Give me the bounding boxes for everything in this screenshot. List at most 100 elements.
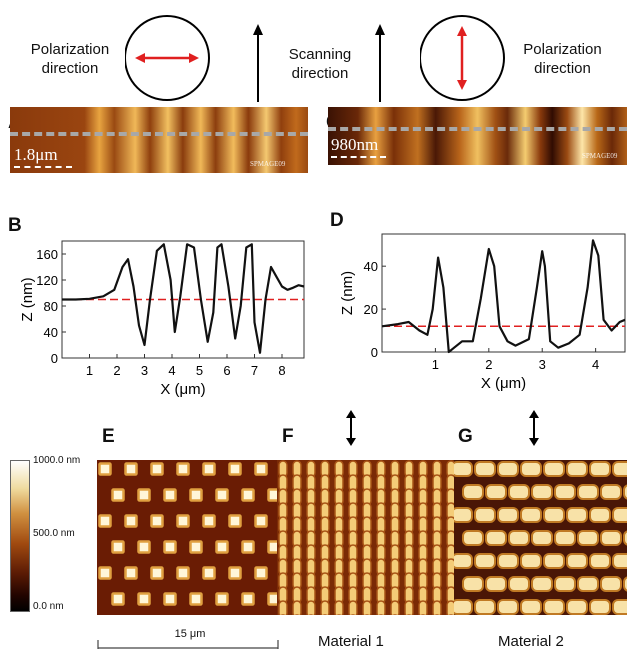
afm-feature: [589, 599, 611, 615]
x-tick-label: 1: [86, 363, 93, 378]
afm-feature: [454, 599, 473, 615]
x-axis-label: X (μm): [160, 381, 205, 398]
stamp-c: SPMAGE09: [582, 152, 618, 160]
polarization-arrow-f: [346, 410, 356, 446]
afm-feature: [376, 600, 386, 615]
afm-image-c: 980nm SPMAGE09: [328, 107, 627, 165]
x-tick-label: 6: [223, 363, 230, 378]
x-tick-label: 7: [251, 363, 258, 378]
afm-feature: [520, 599, 542, 615]
afm-feature: [543, 461, 565, 477]
afm-feature: [215, 592, 229, 606]
afm-feature: [254, 514, 268, 528]
afm-feature: [228, 566, 242, 580]
afm-feature: [462, 530, 484, 546]
x-tick-label: 2: [485, 357, 492, 372]
x-tick-label: 8: [278, 363, 285, 378]
x-axis-label: X (μm): [481, 375, 526, 392]
afm-feature: [215, 488, 229, 502]
x-tick-label: 4: [168, 363, 175, 378]
afm-feature: [241, 488, 255, 502]
y-tick-label: 160: [36, 247, 58, 262]
profile-line: [62, 243, 305, 354]
afm-feature: [362, 600, 372, 615]
afm-feature: [124, 566, 138, 580]
afm-feature: [137, 488, 151, 502]
afm-feature: [612, 599, 627, 615]
plot-frame: [381, 233, 626, 353]
afm-feature: [163, 540, 177, 554]
afm-feature: [334, 600, 344, 615]
afm-feature: [508, 484, 530, 500]
afm-feature: [454, 553, 473, 569]
afm-feature: [474, 507, 496, 523]
scale-bar-a: [14, 166, 72, 168]
y-tick-label: 120: [36, 273, 58, 288]
scale-bar-bottom: [97, 640, 279, 649]
polarization-circle-right: [420, 15, 505, 101]
scanning-arrow-right: [375, 24, 385, 102]
afm-feature: [554, 484, 576, 500]
polarization-arrow-g: [529, 410, 539, 446]
afm-feature: [163, 488, 177, 502]
afm-feature: [485, 530, 507, 546]
afm-feature: [254, 462, 268, 476]
afm-feature: [124, 462, 138, 476]
afm-feature: [404, 600, 414, 615]
scan-line-c: [328, 127, 627, 131]
afm-feature: [228, 514, 242, 528]
panel-label-f: F: [282, 426, 294, 447]
afm-feature: [98, 566, 112, 580]
afm-feature: [520, 507, 542, 523]
afm-feature: [292, 600, 302, 615]
afm-feature: [150, 514, 164, 528]
afm-feature: [348, 600, 358, 615]
afm-feature: [98, 514, 112, 528]
y-tick-label: 20: [364, 302, 378, 317]
colorbar: [10, 460, 30, 612]
afm-feature: [202, 566, 216, 580]
polarization-circle-left: [125, 15, 210, 101]
afm-feature: [577, 484, 599, 500]
x-tick-label: 5: [196, 363, 203, 378]
afm-feature: [497, 461, 519, 477]
afm-feature: [566, 553, 588, 569]
afm-feature: [612, 553, 627, 569]
afm-feature: [446, 600, 454, 615]
x-tick-label: 2: [113, 363, 120, 378]
afm-feature: [600, 576, 622, 592]
afm-feature: [202, 462, 216, 476]
afm-feature: [531, 530, 553, 546]
y-axis-label: Z (nm): [339, 271, 356, 315]
afm-feature: [390, 600, 400, 615]
afm-feature: [150, 566, 164, 580]
afm-feature: [531, 576, 553, 592]
scan-line-a: [10, 132, 308, 136]
afm-feature: [566, 507, 588, 523]
y-axis-label: Z (nm): [19, 277, 36, 321]
panel-label-g: G: [458, 426, 473, 447]
afm-feature: [98, 462, 112, 476]
y-tick-label: 40: [44, 325, 58, 340]
afm-image-f: [277, 460, 454, 615]
afm-feature: [150, 462, 164, 476]
colorbar-mid-label: 500.0 nm: [33, 528, 75, 539]
profile-line: [381, 239, 626, 354]
afm-image-e: [97, 460, 277, 615]
afm-feature: [228, 462, 242, 476]
afm-feature: [432, 600, 442, 615]
afm-feature: [623, 484, 627, 500]
scanning-arrow-left: [253, 24, 263, 102]
scale-bar-label-a: 1.8μm: [14, 145, 58, 164]
afm-feature: [111, 488, 125, 502]
afm-feature: [462, 576, 484, 592]
afm-feature: [497, 507, 519, 523]
x-tick-label: 4: [592, 357, 599, 372]
afm-feature: [163, 592, 177, 606]
y-tick-label: 0: [371, 345, 378, 360]
afm-feature: [111, 592, 125, 606]
material-2-label: Material 2: [498, 633, 564, 650]
y-tick-label: 0: [51, 351, 58, 366]
afm-feature: [589, 553, 611, 569]
